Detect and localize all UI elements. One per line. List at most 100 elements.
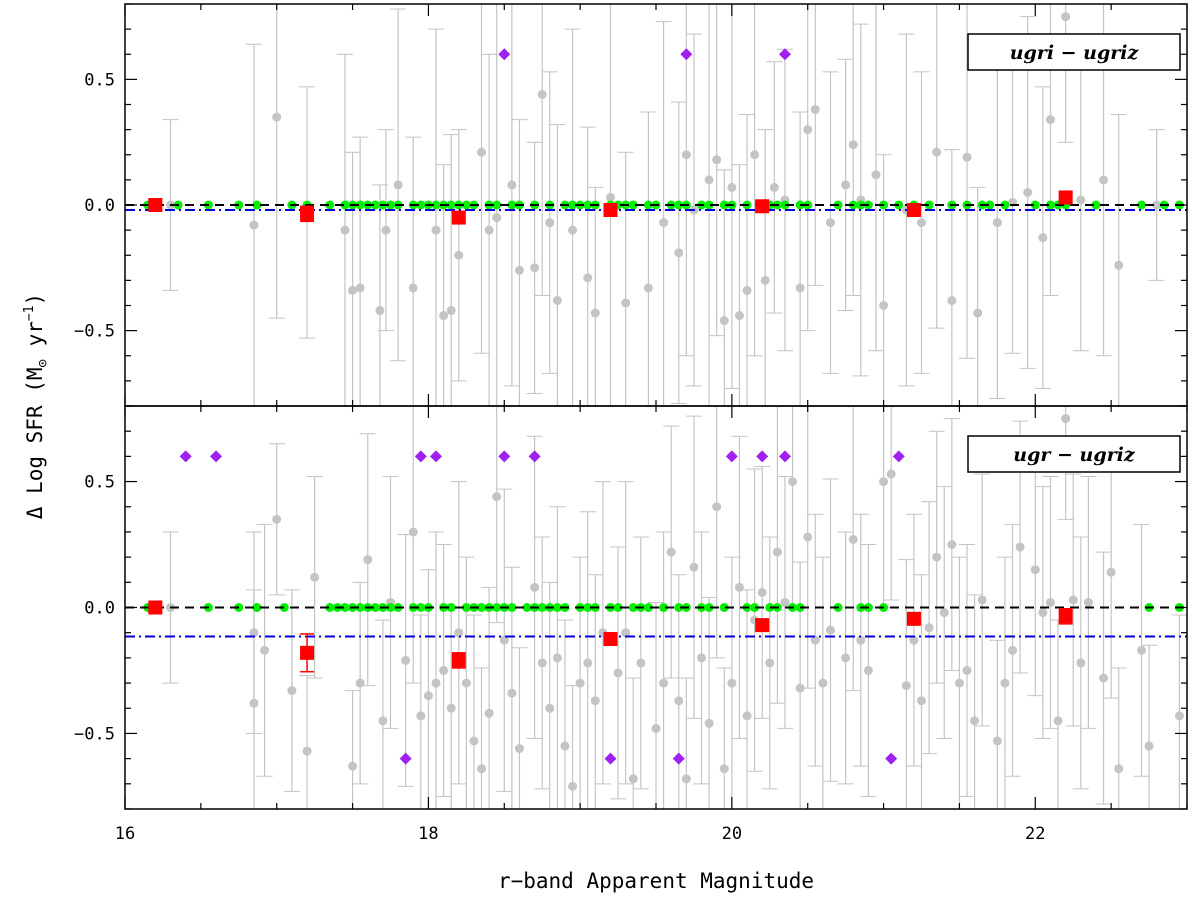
galaxy-point	[739, 114, 756, 406]
galaxy-marker	[1083, 597, 1093, 607]
galaxy-marker	[962, 152, 972, 162]
bottom-exact-matches	[143, 603, 1184, 612]
exact-match-point	[355, 603, 365, 612]
exact-match-point	[674, 200, 684, 210]
galaxy-point	[792, 111, 809, 406]
galaxy-marker	[1174, 711, 1184, 721]
galaxy-point	[852, 23, 869, 377]
x-tick-label: 16	[115, 824, 135, 844]
exact-match-point	[325, 200, 335, 210]
galaxy-marker	[863, 665, 873, 675]
binned-marker	[451, 653, 466, 668]
galaxy-marker	[704, 175, 714, 185]
galaxy-point	[928, 430, 945, 684]
binned-mean	[451, 210, 466, 225]
bottom-legend: ugr − ugriz	[967, 435, 1181, 473]
exact-match-point	[461, 200, 471, 210]
outlier-marker	[725, 450, 738, 463]
galaxy-marker	[886, 469, 896, 479]
galaxy-marker	[499, 635, 509, 645]
galaxy-marker	[375, 306, 385, 316]
galaxy-point	[928, 4, 945, 329]
galaxy-point	[1034, 486, 1051, 739]
y-tick-label: 0.0	[84, 599, 115, 619]
galaxy-marker	[431, 225, 441, 235]
galaxy-point	[1141, 644, 1158, 809]
galaxy-marker	[249, 628, 259, 638]
galaxy-marker	[348, 285, 358, 295]
galaxy-point	[996, 556, 1013, 809]
galaxy-point	[245, 43, 262, 406]
galaxy-point	[716, 667, 733, 809]
outlier-marker	[430, 450, 443, 463]
binned-marker	[148, 600, 163, 615]
x-axis-title: r−band Apparent Magnitude	[498, 869, 814, 893]
galaxy-point	[701, 4, 718, 406]
outlier-marker	[179, 450, 192, 463]
binned-mean	[906, 203, 921, 218]
outlier-marker	[778, 450, 791, 463]
outlier-marker	[885, 752, 898, 765]
exact-match-point	[325, 603, 335, 612]
galaxy-marker	[810, 635, 820, 645]
outlier-marker	[672, 752, 685, 765]
galaxy-marker	[423, 691, 433, 701]
binned-mean	[755, 199, 770, 214]
galaxy-point	[549, 506, 566, 809]
outlier-marker	[756, 450, 769, 463]
bottom-individual-galaxies	[162, 406, 1187, 809]
galaxy-point	[374, 619, 391, 809]
galaxy-marker	[507, 180, 517, 190]
galaxy-point	[640, 111, 657, 406]
galaxy-marker	[446, 306, 456, 316]
galaxy-point	[359, 433, 376, 687]
y-axis-title: Δ Log SFR (M⊙ yr−1)	[22, 293, 51, 519]
binned-mean	[1058, 608, 1073, 625]
galaxy-marker	[659, 678, 669, 688]
galaxy-point	[1148, 129, 1165, 281]
galaxy-marker	[1045, 597, 1055, 607]
y-axis-title-exponent: −1	[22, 305, 37, 321]
exact-match-point	[1030, 200, 1040, 210]
binned-mean	[148, 600, 163, 615]
galaxy-point	[739, 589, 756, 809]
outlier-marker	[498, 450, 511, 463]
galaxy-marker	[583, 273, 593, 283]
galaxy-point	[344, 690, 361, 809]
binned-mean	[300, 205, 315, 223]
galaxy-point	[1027, 443, 1044, 697]
exact-match-point	[492, 603, 502, 612]
exact-match-point	[583, 200, 593, 210]
galaxy-point	[397, 533, 414, 787]
galaxy-point	[974, 473, 991, 727]
bottom-outliers	[179, 450, 905, 765]
galaxy-point	[913, 574, 930, 809]
y-axis-title-close: )	[23, 293, 47, 306]
galaxy-marker	[340, 225, 350, 235]
galaxy-marker	[666, 547, 676, 557]
galaxy-marker	[1038, 233, 1048, 243]
top-plot-area	[125, 4, 1187, 406]
top-panel: −0.5 0.0 0.5 ugri − ugriz	[74, 3, 1188, 407]
galaxy-point	[617, 481, 634, 785]
galaxy-point	[428, 531, 445, 809]
galaxy-marker	[1045, 115, 1055, 125]
galaxy-marker	[1152, 200, 1162, 210]
binned-mean	[300, 633, 315, 673]
galaxy-marker	[879, 477, 889, 487]
galaxy-point	[757, 129, 774, 406]
galaxy-point	[1042, 4, 1059, 296]
galaxy-point	[1095, 551, 1112, 805]
top-binned-means	[148, 190, 1073, 225]
galaxy-marker	[704, 718, 714, 728]
y-tick-label: 0.5	[84, 70, 115, 90]
binned-marker	[906, 611, 921, 626]
galaxy-point	[435, 164, 452, 406]
galaxy-point	[625, 677, 642, 809]
galaxy-marker	[1136, 645, 1146, 655]
galaxy-marker	[795, 283, 805, 293]
galaxy-marker	[760, 275, 770, 285]
galaxy-marker	[681, 774, 691, 784]
binned-mean	[906, 611, 921, 626]
galaxy-point	[1057, 406, 1074, 520]
